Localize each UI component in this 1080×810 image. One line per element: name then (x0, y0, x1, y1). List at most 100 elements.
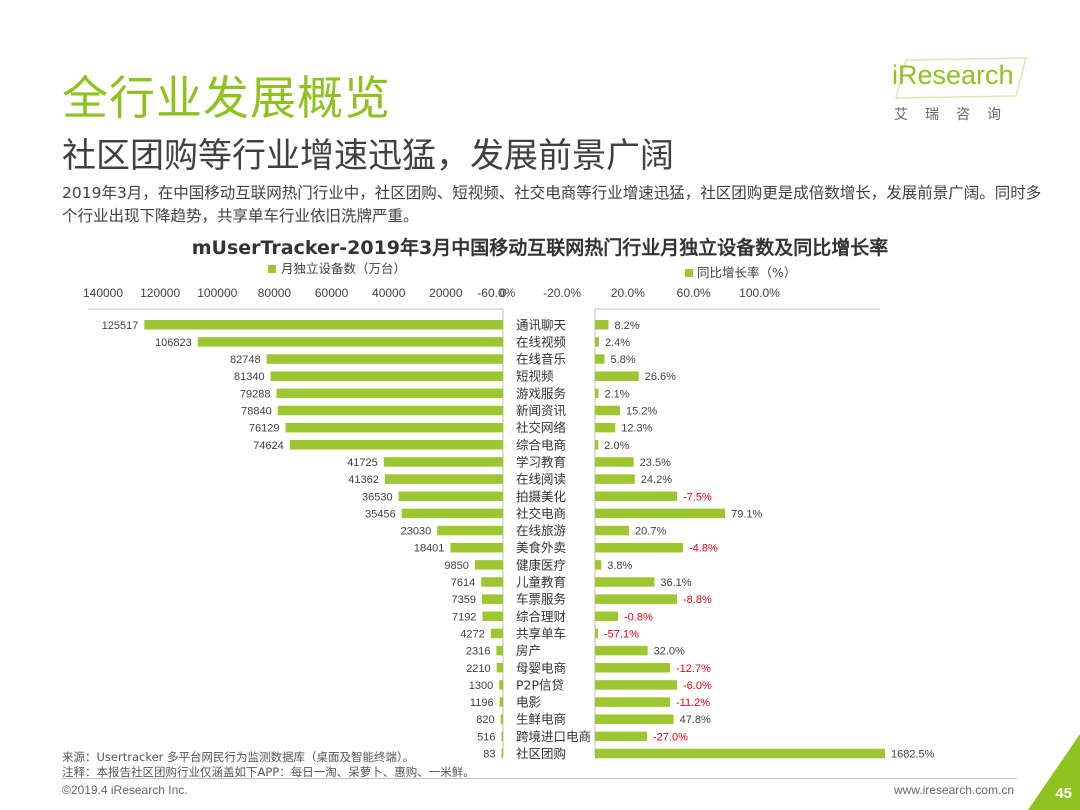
category-label: 学习教育 (516, 454, 566, 469)
growth-bar (595, 422, 616, 433)
category-label: 跨境进口电商 (516, 729, 591, 744)
category-label: 母婴电商 (516, 660, 566, 675)
growth-value-label: 8.2% (614, 320, 639, 332)
left-axis-tick-label: 20000 (429, 286, 463, 300)
category-label: 在线视频 (516, 334, 567, 349)
growth-value-label: -57.1% (604, 628, 639, 640)
device-bar (500, 714, 503, 724)
device-bar (289, 440, 503, 450)
legend-swatch-devices (268, 265, 276, 273)
device-value-label: 106823 (155, 337, 192, 349)
growth-value-label: -7.5% (683, 491, 712, 503)
device-value-label: 82748 (230, 354, 261, 366)
device-bar (383, 457, 503, 467)
device-value-label: 4272 (460, 628, 484, 640)
website-url[interactable]: www.iresearch.com.cn (893, 783, 1014, 797)
growth-bar (595, 697, 670, 707)
left-axis-tick-label: 80000 (258, 286, 292, 300)
copyright: ©2019.4 iResearch Inc. (62, 783, 188, 797)
page-subtitle: 社区团购等行业增速迅猛，发展前景广阔 (62, 136, 674, 176)
device-bar (490, 628, 503, 639)
left-axis-tick-label: 120000 (140, 286, 180, 300)
growth-bar (595, 388, 599, 399)
page-description: 2019年3月，在中国移动互联网热门行业中，社区团购、短视频、社交电商等行业增速… (62, 184, 1042, 225)
left-axis-tick-label: 140000 (83, 286, 123, 300)
growth-bar (595, 594, 677, 604)
category-label: 拍摄美化 (516, 489, 567, 504)
device-bar (496, 663, 503, 673)
growth-value-label: 15.2% (626, 406, 657, 418)
category-label: 游戏服务 (516, 386, 566, 401)
growth-bar (595, 560, 602, 570)
category-label: 生鲜电商 (516, 712, 566, 727)
growth-value-label: -11.2% (676, 697, 710, 709)
device-value-label: 76129 (249, 423, 280, 435)
left-axis-tick-label: 40000 (372, 286, 406, 300)
category-label: 健康医疗 (516, 557, 566, 572)
growth-bar (595, 440, 599, 450)
category-label: 新闻资讯 (516, 403, 567, 418)
left-axis-tick-label: 100000 (197, 286, 237, 300)
growth-value-label: 26.6% (645, 371, 676, 383)
page-number: 45 (1055, 785, 1072, 802)
device-value-label: 2210 (466, 663, 490, 675)
category-label: 综合理财 (516, 609, 566, 624)
category-label: 车票服务 (516, 592, 566, 607)
device-value-label: 820 (476, 714, 494, 726)
device-bar (482, 611, 503, 622)
growth-value-label: 20.7% (635, 526, 666, 538)
device-value-label: 18401 (414, 543, 445, 555)
category-label: 在线阅读 (516, 472, 566, 487)
device-bar (481, 594, 503, 604)
growth-bar (595, 663, 670, 673)
device-bar (481, 577, 503, 587)
footer-notes: 来源：Usertracker 多平台网民行为监测数据库（桌面及智能终端）。 注释… (62, 750, 475, 780)
category-label: 儿童教育 (516, 575, 566, 590)
device-value-label: 74624 (253, 440, 284, 452)
growth-bar (595, 611, 618, 622)
device-bar (398, 491, 503, 501)
growth-bar (595, 457, 634, 467)
growth-bar (595, 542, 683, 553)
chart-area: mUserTracker-2019年3月中国移动互联网热门行业月独立设备数及同比… (83, 236, 935, 761)
device-value-label: 35456 (365, 508, 396, 520)
device-bar (276, 388, 503, 399)
growth-value-label: 79.1% (731, 508, 762, 520)
device-bar (450, 542, 503, 553)
page-corner-shape (1028, 734, 1080, 810)
logo-brand-text: iResearch (892, 60, 1014, 90)
device-value-label: 23030 (401, 526, 432, 538)
right-axis-tick-label: 20.0% (611, 286, 645, 300)
legend-label-devices: 月独立设备数（万台） (281, 261, 406, 276)
growth-value-label: -0.8% (624, 611, 653, 623)
page-title: 全行业发展概览 (62, 71, 391, 125)
device-value-label: 83 (483, 749, 495, 761)
device-bar (401, 508, 503, 519)
category-label: 综合电商 (516, 437, 566, 452)
category-label: 在线旅游 (516, 523, 567, 538)
logo-swoosh-icon (895, 57, 1027, 99)
growth-bar (595, 714, 674, 724)
device-value-label: 7359 (451, 594, 475, 606)
growth-value-label: 2.4% (605, 337, 630, 349)
chart-title: mUserTracker-2019年3月中国移动互联网热门行业月独立设备数及同比… (192, 236, 889, 259)
legend-swatch-growth (685, 269, 693, 277)
growth-value-label: -8.8% (683, 594, 712, 606)
device-value-label: 41362 (348, 474, 379, 486)
growth-value-label: 12.3% (621, 423, 652, 435)
device-value-label: 7614 (451, 577, 475, 589)
growth-bar (595, 354, 605, 364)
device-bar (144, 320, 503, 330)
growth-value-label: 1682.5% (891, 749, 935, 761)
category-label: 电影 (516, 695, 542, 710)
device-value-label: 81340 (234, 371, 265, 383)
device-value-label: 79288 (240, 388, 271, 400)
category-label: 社交网络 (516, 420, 567, 435)
growth-bar (595, 731, 647, 742)
legend-label-growth: 同比增长率（%） (697, 265, 796, 280)
device-value-label: 41725 (347, 457, 378, 469)
growth-bar (595, 491, 677, 501)
growth-value-label: 23.5% (640, 457, 671, 469)
device-bar (270, 371, 503, 381)
category-label: 通讯聊天 (516, 317, 567, 332)
